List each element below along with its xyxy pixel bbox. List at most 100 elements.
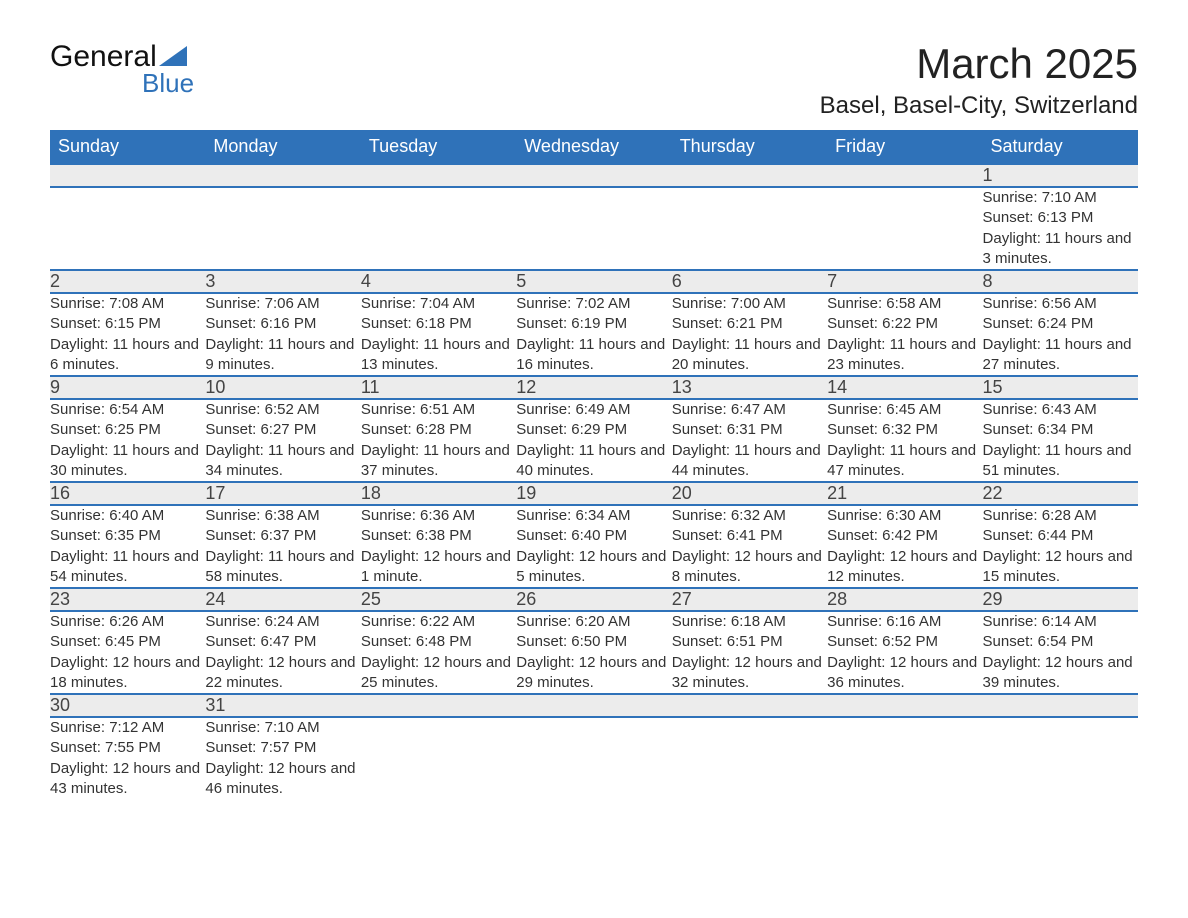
- day-detail-cell: Sunrise: 6:34 AMSunset: 6:40 PMDaylight:…: [516, 505, 671, 588]
- sunrise-text: Sunrise: 6:54 AM: [50, 400, 205, 420]
- daylight-text: Daylight: 11 hours and 34 minutes.: [205, 441, 360, 482]
- weekday-header: Friday: [827, 130, 982, 164]
- day-detail-cell: Sunrise: 6:14 AMSunset: 6:54 PMDaylight:…: [983, 611, 1138, 694]
- sunset-text: Sunset: 6:50 PM: [516, 632, 671, 652]
- sunset-text: Sunset: 7:57 PM: [205, 738, 360, 758]
- daylight-text: Daylight: 11 hours and 6 minutes.: [50, 335, 205, 376]
- day-detail-cell: Sunrise: 6:56 AMSunset: 6:24 PMDaylight:…: [983, 293, 1138, 376]
- daylight-text: Daylight: 12 hours and 25 minutes.: [361, 653, 516, 694]
- daylight-text: Daylight: 12 hours and 46 minutes.: [205, 759, 360, 800]
- brand-name-2: Blue: [142, 68, 194, 99]
- day-detail-cell: Sunrise: 6:49 AMSunset: 6:29 PMDaylight:…: [516, 399, 671, 482]
- day-number-cell: [827, 164, 982, 187]
- day-detail-cell: Sunrise: 7:10 AMSunset: 6:13 PMDaylight:…: [983, 187, 1138, 270]
- day-number-cell: 16: [50, 482, 205, 505]
- day-number-cell: 22: [983, 482, 1138, 505]
- daylight-text: Daylight: 11 hours and 58 minutes.: [205, 547, 360, 588]
- day-detail-cell: Sunrise: 6:54 AMSunset: 6:25 PMDaylight:…: [50, 399, 205, 482]
- day-number-cell: 28: [827, 588, 982, 611]
- daylight-text: Daylight: 11 hours and 37 minutes.: [361, 441, 516, 482]
- daylight-text: Daylight: 11 hours and 51 minutes.: [983, 441, 1138, 482]
- day-detail-cell: [516, 187, 671, 270]
- sunset-text: Sunset: 7:55 PM: [50, 738, 205, 758]
- day-detail-row: Sunrise: 6:26 AMSunset: 6:45 PMDaylight:…: [50, 611, 1138, 694]
- day-detail-cell: [516, 717, 671, 799]
- day-number-cell: [983, 694, 1138, 717]
- sunrise-text: Sunrise: 6:52 AM: [205, 400, 360, 420]
- day-detail-cell: Sunrise: 7:04 AMSunset: 6:18 PMDaylight:…: [361, 293, 516, 376]
- sunset-text: Sunset: 6:44 PM: [983, 526, 1138, 546]
- calendar-table: Sunday Monday Tuesday Wednesday Thursday…: [50, 130, 1138, 799]
- weekday-header: Sunday: [50, 130, 205, 164]
- sunset-text: Sunset: 6:42 PM: [827, 526, 982, 546]
- sunrise-text: Sunrise: 6:32 AM: [672, 506, 827, 526]
- day-number-cell: 8: [983, 270, 1138, 293]
- day-number-cell: 21: [827, 482, 982, 505]
- day-number-cell: 29: [983, 588, 1138, 611]
- sunrise-text: Sunrise: 7:06 AM: [205, 294, 360, 314]
- day-detail-cell: Sunrise: 6:20 AMSunset: 6:50 PMDaylight:…: [516, 611, 671, 694]
- daylight-text: Daylight: 11 hours and 27 minutes.: [983, 335, 1138, 376]
- day-number-cell: 5: [516, 270, 671, 293]
- day-number-cell: 9: [50, 376, 205, 399]
- day-number-cell: [827, 694, 982, 717]
- daylight-text: Daylight: 11 hours and 44 minutes.: [672, 441, 827, 482]
- daylight-text: Daylight: 12 hours and 12 minutes.: [827, 547, 982, 588]
- daylight-text: Daylight: 12 hours and 39 minutes.: [983, 653, 1138, 694]
- daylight-text: Daylight: 11 hours and 47 minutes.: [827, 441, 982, 482]
- sunset-text: Sunset: 6:37 PM: [205, 526, 360, 546]
- sunset-text: Sunset: 6:13 PM: [983, 208, 1138, 228]
- sunset-text: Sunset: 6:38 PM: [361, 526, 516, 546]
- daylight-text: Daylight: 11 hours and 9 minutes.: [205, 335, 360, 376]
- sunrise-text: Sunrise: 7:04 AM: [361, 294, 516, 314]
- day-number-cell: 30: [50, 694, 205, 717]
- daylight-text: Daylight: 11 hours and 40 minutes.: [516, 441, 671, 482]
- day-detail-cell: Sunrise: 6:16 AMSunset: 6:52 PMDaylight:…: [827, 611, 982, 694]
- day-detail-cell: Sunrise: 6:45 AMSunset: 6:32 PMDaylight:…: [827, 399, 982, 482]
- weekday-header: Saturday: [983, 130, 1138, 164]
- day-number-cell: [516, 694, 671, 717]
- sunrise-text: Sunrise: 6:43 AM: [983, 400, 1138, 420]
- daylight-text: Daylight: 12 hours and 43 minutes.: [50, 759, 205, 800]
- day-detail-cell: Sunrise: 6:51 AMSunset: 6:28 PMDaylight:…: [361, 399, 516, 482]
- sunrise-text: Sunrise: 6:24 AM: [205, 612, 360, 632]
- weekday-header: Wednesday: [516, 130, 671, 164]
- sunrise-text: Sunrise: 6:28 AM: [983, 506, 1138, 526]
- page-header: General Blue March 2025 Basel, Basel-Cit…: [50, 40, 1138, 120]
- sunset-text: Sunset: 6:40 PM: [516, 526, 671, 546]
- sunset-text: Sunset: 6:24 PM: [983, 314, 1138, 334]
- sunset-text: Sunset: 6:18 PM: [361, 314, 516, 334]
- day-detail-row: Sunrise: 7:08 AMSunset: 6:15 PMDaylight:…: [50, 293, 1138, 376]
- day-number-cell: 15: [983, 376, 1138, 399]
- day-detail-cell: [672, 187, 827, 270]
- brand-name-1: General: [50, 40, 157, 74]
- daylight-text: Daylight: 11 hours and 3 minutes.: [983, 229, 1138, 270]
- sunrise-text: Sunrise: 6:45 AM: [827, 400, 982, 420]
- day-detail-row: Sunrise: 7:12 AMSunset: 7:55 PMDaylight:…: [50, 717, 1138, 799]
- sunrise-text: Sunrise: 6:18 AM: [672, 612, 827, 632]
- day-detail-cell: Sunrise: 6:28 AMSunset: 6:44 PMDaylight:…: [983, 505, 1138, 588]
- day-detail-cell: Sunrise: 7:08 AMSunset: 6:15 PMDaylight:…: [50, 293, 205, 376]
- sunset-text: Sunset: 6:41 PM: [672, 526, 827, 546]
- daylight-text: Daylight: 12 hours and 32 minutes.: [672, 653, 827, 694]
- daylight-text: Daylight: 12 hours and 5 minutes.: [516, 547, 671, 588]
- day-detail-cell: Sunrise: 6:38 AMSunset: 6:37 PMDaylight:…: [205, 505, 360, 588]
- sunset-text: Sunset: 6:21 PM: [672, 314, 827, 334]
- sunrise-text: Sunrise: 6:30 AM: [827, 506, 982, 526]
- day-number-cell: 17: [205, 482, 360, 505]
- sunrise-text: Sunrise: 6:20 AM: [516, 612, 671, 632]
- day-detail-cell: Sunrise: 6:22 AMSunset: 6:48 PMDaylight:…: [361, 611, 516, 694]
- day-detail-cell: Sunrise: 6:26 AMSunset: 6:45 PMDaylight:…: [50, 611, 205, 694]
- daylight-text: Daylight: 11 hours and 13 minutes.: [361, 335, 516, 376]
- location-subtitle: Basel, Basel-City, Switzerland: [820, 92, 1138, 120]
- day-number-cell: [361, 164, 516, 187]
- day-detail-cell: Sunrise: 7:10 AMSunset: 7:57 PMDaylight:…: [205, 717, 360, 799]
- sunrise-text: Sunrise: 6:47 AM: [672, 400, 827, 420]
- day-number-cell: [50, 164, 205, 187]
- day-number-cell: [516, 164, 671, 187]
- day-number-cell: 2: [50, 270, 205, 293]
- day-detail-cell: [827, 187, 982, 270]
- daylight-text: Daylight: 12 hours and 15 minutes.: [983, 547, 1138, 588]
- sunset-text: Sunset: 6:15 PM: [50, 314, 205, 334]
- day-number-cell: 6: [672, 270, 827, 293]
